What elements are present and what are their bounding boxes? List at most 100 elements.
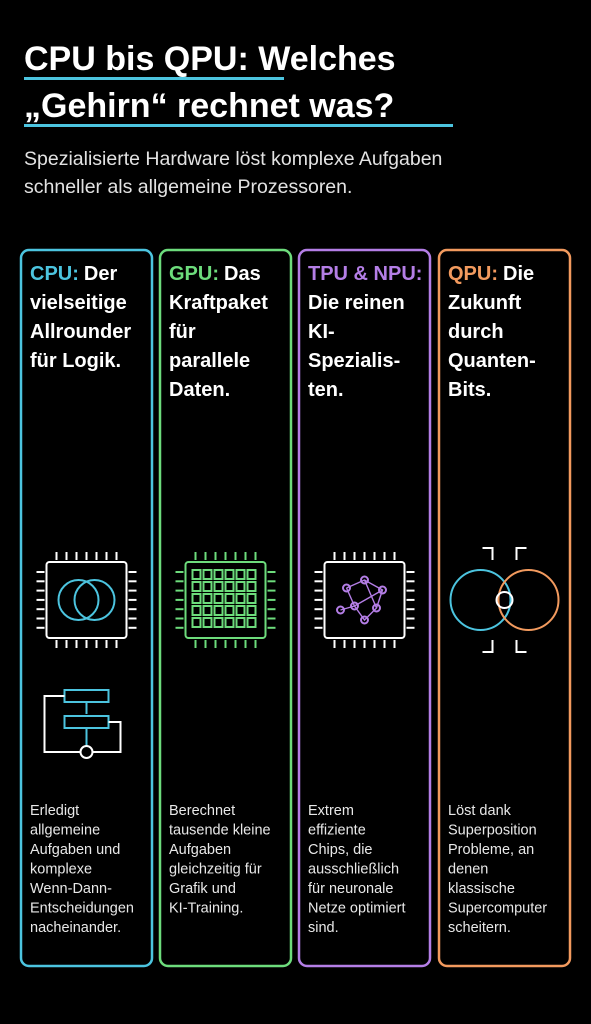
icon-part: [360, 615, 369, 625]
icon-part: [360, 575, 369, 585]
icon-part: [213, 581, 224, 592]
card-heading-line: Die reinen: [308, 292, 405, 314]
card-heading-line: Bits.: [448, 379, 491, 401]
icon-part: [246, 593, 257, 604]
card-heading-line: vielseitige: [30, 292, 127, 314]
icon-part: [246, 605, 257, 616]
icon-part: [235, 593, 246, 604]
icon-part: [378, 585, 387, 595]
card-heading-line: durch: [448, 321, 504, 343]
icon-part: [191, 581, 202, 592]
card-border: [297, 248, 432, 968]
icon-part: [202, 569, 213, 580]
card-label: CPU:: [30, 263, 79, 285]
icon-part: [202, 593, 213, 604]
card-heading-line: Allrounder: [30, 321, 131, 343]
subtitle-line: schneller als allgemeine Prozessoren.: [24, 176, 352, 198]
icon-part: [213, 569, 224, 580]
card: GPU: Das Kraftpaket für parallele Daten. Berec…: [158, 248, 293, 968]
icon-part: [191, 593, 202, 604]
title-line: CPU bis QPU: Welches: [24, 40, 396, 78]
card-body-line: allgemeine: [30, 823, 100, 839]
card-body-line: effiziente: [308, 823, 366, 839]
icon-part: [202, 617, 213, 628]
card-heading-line: für: [169, 321, 196, 343]
icon-part: [224, 569, 235, 580]
card-body-line: scheitern.: [448, 920, 511, 936]
card-label: GPU:: [169, 263, 219, 285]
icon-part: [342, 583, 351, 593]
card: QPU: Die Zukunft durch Quanten- Bits. Löst dan…: [437, 248, 572, 968]
card-body-line: Löst dank: [448, 803, 512, 819]
icon-part: [482, 547, 527, 653]
icon-part: [495, 591, 514, 609]
card-border: [158, 248, 293, 968]
card-body-line: tausende kleine: [169, 823, 271, 839]
card-heading-line: parallele: [169, 350, 250, 372]
card-body-line: sind.: [308, 920, 339, 936]
card-body-line: nacheinander.: [30, 920, 121, 936]
title-line: „Gehirn“ rechnet was?: [24, 87, 394, 125]
icon-part: [213, 605, 224, 616]
card-body-line: für neuronale: [308, 881, 393, 897]
card-body-line: Supercomputer: [448, 901, 547, 917]
icon-part: [202, 581, 213, 592]
icon-part: [63, 689, 110, 746]
icon-part: [350, 601, 359, 611]
icon-part: [224, 593, 235, 604]
card-heading-line: Die: [503, 263, 534, 285]
card-heading-line: für Logik.: [30, 350, 121, 372]
card-border: [19, 248, 154, 968]
card-body-line: klassische: [448, 881, 515, 897]
cards: CPU: Der vielseitige Allrounder für Logik. Er…: [19, 248, 572, 968]
icon-part: [202, 605, 213, 616]
card-body-line: gleichzeitig für: [169, 862, 262, 878]
card-body-line: ausschließlich: [308, 862, 399, 878]
icon-part: [246, 617, 257, 628]
icon-part: [340, 579, 384, 622]
subtitle-line: Spezialisierte Hardware löst komplexe Au…: [24, 148, 442, 170]
card-heading-line: ten.: [308, 379, 344, 401]
icon-part: [224, 605, 235, 616]
icon-part: [497, 569, 560, 631]
card-heading-line: Das: [224, 263, 261, 285]
card: CPU: Der vielseitige Allrounder für Logik. Er…: [19, 248, 154, 968]
card-body-line: Grafik und: [169, 881, 236, 897]
card-body-line: KI-Training.: [169, 901, 243, 917]
icon-part: [224, 581, 235, 592]
card-label: QPU:: [448, 263, 498, 285]
icon-part: [191, 617, 202, 628]
card-heading-line: Spezialis-: [308, 350, 400, 372]
card-body-line: Probleme, an: [448, 842, 534, 858]
card-body-line: Aufgaben und: [30, 842, 120, 858]
icon-part: [73, 579, 116, 621]
card-body-line: Wenn-Dann-: [30, 881, 112, 897]
icon-part: [336, 605, 345, 615]
icon-part: [246, 581, 257, 592]
chip: [184, 561, 267, 639]
card-body-line: Berechnet: [169, 803, 235, 819]
title-underline: [24, 77, 284, 80]
card-body-line: Extrem: [308, 803, 354, 819]
icon-part: [482, 547, 527, 653]
icon-part: [224, 617, 235, 628]
card-body-line: Superposition: [448, 823, 537, 839]
card-heading-line: Quanten-: [448, 350, 536, 372]
card-heading-line: Kraftpaket: [169, 292, 268, 314]
card-body-line: Chips, die: [308, 842, 372, 858]
chip: [323, 561, 406, 639]
card-heading-line: Zukunft: [448, 292, 522, 314]
icon-part: [213, 617, 224, 628]
card-heading-line: KI-: [308, 321, 335, 343]
card-body-line: Netze optimiert: [308, 901, 406, 917]
icon-part: [235, 617, 246, 628]
card-border: [437, 248, 572, 968]
icon-part: [235, 581, 246, 592]
icon-part: [235, 569, 246, 580]
icon-part: [191, 569, 202, 580]
card: TPU & NPU: Die reinen KI- Spezialis-ten. Ext…: [297, 248, 432, 968]
card-body-line: Aufgaben: [169, 842, 231, 858]
card-body-line: komplexe: [30, 862, 92, 878]
